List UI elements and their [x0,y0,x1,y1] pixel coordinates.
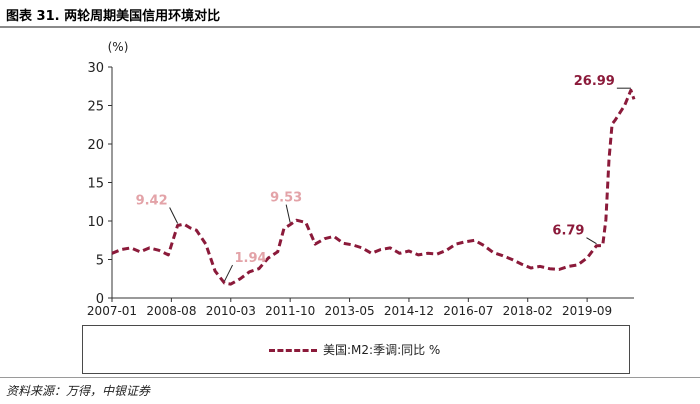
chart-series [111,88,636,286]
annotation-label: 26.99 [574,74,615,89]
y-tick-label: 10 [87,215,104,230]
chart-legend: 美国:M2:季调:同比 % [82,325,630,374]
series-line-m2-yoy [111,88,636,286]
x-tick-label: 2007-01 [87,304,137,318]
annotation-leader-line [285,204,291,223]
legend-label: 美国:M2:季调:同比 % [323,343,441,357]
y-axis-unit-label: (%) [108,40,129,54]
chart-axes: 0 5 10 15 20 25 30 (%) 2007-01 2008-08 2010-03 2011… [87,40,634,318]
annotation-leader-line [586,237,597,245]
x-tick-label: 2019-09 [562,304,612,318]
annotation-leader-line [224,264,233,282]
source-divider [0,377,700,378]
y-tick-label: 15 [87,177,104,192]
figure-title-bar: 图表 31. 两轮周期美国信用环境对比 [0,0,700,26]
annotation-label: 6.79 [552,224,584,239]
annotation-label: 9.42 [136,193,168,208]
y-tick-label: 20 [87,138,104,153]
y-tick-label: 30 [87,61,104,76]
x-tick-label: 2010-03 [206,304,256,318]
y-tick-label: 0 [96,292,104,307]
y-tick-label: 5 [96,254,104,269]
line-chart: 0 5 10 15 20 25 30 (%) 2007-01 2008-08 2010-03 2011… [87,40,636,318]
y-tick-label: 25 [87,100,104,115]
annotation-leader-line [169,207,179,224]
annotation-label: 1.94 [235,251,267,266]
x-tick-label: 2016-07 [443,304,493,318]
chart-annotations: 9.42 1.94 9.53 6.79 26.99 [136,74,631,282]
x-tick-label: 2008-08 [146,304,196,318]
x-tick-label: 2014-12 [384,304,434,318]
x-tick-label: 2018-02 [503,304,553,318]
annotation-label: 9.53 [270,191,302,206]
figure-title: 图表 31. 两轮周期美国信用环境对比 [6,9,221,24]
x-tick-label: 2013-05 [324,304,374,318]
source-note: 资料来源：万得，中银证券 [6,384,151,398]
title-divider [0,26,700,28]
x-tick-label: 2011-10 [265,304,315,318]
legend-swatch-dashed-line [269,349,317,352]
